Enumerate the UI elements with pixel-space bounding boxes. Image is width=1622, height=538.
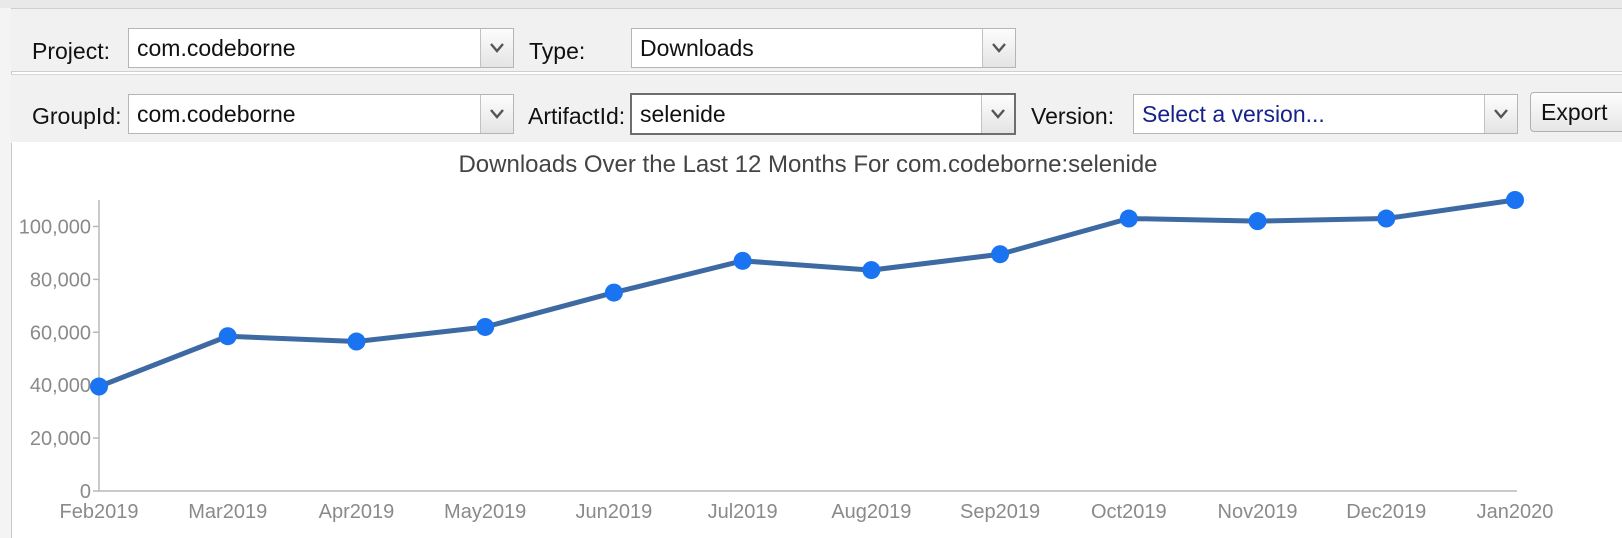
- data-point[interactable]: [218, 327, 237, 346]
- groupid-dropdown-button[interactable]: [480, 95, 513, 133]
- chart-title: Downloads Over the Last 12 Months For co…: [458, 151, 1157, 178]
- data-point[interactable]: [1377, 209, 1396, 228]
- chevron-down-icon: [1494, 109, 1508, 119]
- artifactid-select[interactable]: selenide: [630, 93, 1016, 135]
- data-point[interactable]: [733, 251, 752, 270]
- groupid-label: GroupId:: [32, 103, 122, 129]
- groupid-select-value: com.codeborne: [137, 101, 296, 127]
- x-tick-label: Aug2019: [831, 501, 911, 523]
- x-tick-label: Mar2019: [188, 501, 267, 523]
- data-points: [90, 191, 1524, 396]
- x-tick-label: Jan2020: [1477, 501, 1554, 523]
- type-dropdown-button[interactable]: [982, 29, 1015, 67]
- chevron-down-icon: [490, 43, 504, 53]
- data-point[interactable]: [476, 317, 495, 336]
- top-bar: [0, 0, 1622, 9]
- project-select-value: com.codeborne: [137, 35, 296, 61]
- project-select[interactable]: com.codeborne: [128, 28, 514, 68]
- data-point[interactable]: [1119, 209, 1138, 228]
- x-tick-label: Dec2019: [1346, 501, 1426, 523]
- chevron-down-icon: [490, 109, 504, 119]
- project-dropdown-button[interactable]: [480, 29, 513, 67]
- data-point[interactable]: [1506, 191, 1524, 209]
- x-tick-label: Jun2019: [576, 501, 653, 523]
- y-tick-label: 0: [80, 481, 91, 503]
- downloads-series-line: [96, 197, 1518, 390]
- y-tick-label: 100,000: [19, 216, 91, 238]
- version-dropdown-button[interactable]: [1484, 95, 1517, 133]
- export-button[interactable]: Export: [1530, 92, 1622, 132]
- artifactid-select-value: selenide: [640, 101, 726, 127]
- version-label: Version:: [1031, 103, 1115, 129]
- type-select-value: Downloads: [640, 35, 754, 61]
- artifactid-dropdown-button[interactable]: [981, 95, 1014, 133]
- x-axis-ticks: Feb2019 Mar2019 Apr2019 May2019 Jun2019 Jul20…: [60, 501, 1554, 523]
- y-tick-label: 60,000: [30, 322, 91, 344]
- data-point[interactable]: [90, 377, 108, 396]
- y-tick-label: 80,000: [30, 269, 91, 291]
- groupid-select[interactable]: com.codeborne: [128, 94, 514, 134]
- x-tick-label: Sep2019: [960, 501, 1040, 523]
- left-panel-edge: [0, 8, 12, 538]
- data-point[interactable]: [991, 245, 1010, 264]
- version-select-placeholder: Select a version...: [1142, 101, 1325, 127]
- x-tick-label: May2019: [444, 501, 526, 523]
- type-label: Type:: [529, 38, 586, 64]
- type-select[interactable]: Downloads: [631, 28, 1016, 68]
- y-tick-label: 40,000: [30, 375, 91, 397]
- chevron-down-icon: [991, 109, 1005, 119]
- chevron-down-icon: [992, 43, 1006, 53]
- downloads-chart: Downloads Over the Last 12 Months For co…: [12, 142, 1622, 538]
- y-axis-ticks: 0 20,000 40,000 60,000 80,000 100,000: [19, 216, 99, 503]
- data-point[interactable]: [604, 283, 623, 302]
- x-tick-label: Jul2019: [708, 501, 778, 523]
- chart-canvas: Downloads Over the Last 12 Months For co…: [19, 151, 1554, 523]
- data-point[interactable]: [347, 332, 366, 351]
- x-tick-label: Nov2019: [1218, 501, 1298, 523]
- x-tick-label: Oct2019: [1091, 501, 1167, 523]
- project-label: Project:: [32, 38, 110, 64]
- data-point[interactable]: [862, 261, 881, 280]
- version-select[interactable]: Select a version...: [1133, 94, 1518, 134]
- y-tick-label: 20,000: [30, 428, 91, 450]
- data-point[interactable]: [1248, 212, 1267, 231]
- x-tick-label: Apr2019: [319, 501, 395, 523]
- x-tick-label: Feb2019: [60, 501, 139, 523]
- artifactid-label: ArtifactId:: [528, 103, 626, 129]
